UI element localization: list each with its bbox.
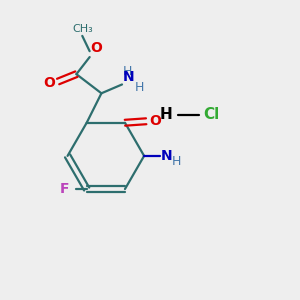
Text: Cl: Cl [203, 107, 219, 122]
Text: N: N [161, 149, 172, 163]
Text: H: H [134, 82, 144, 94]
Text: O: O [43, 76, 55, 90]
Text: CH₃: CH₃ [72, 23, 93, 34]
Text: F: F [59, 182, 69, 196]
Text: H: H [159, 107, 172, 122]
Text: N: N [123, 70, 134, 84]
Text: O: O [149, 114, 161, 128]
Text: O: O [90, 41, 102, 55]
Text: H: H [172, 155, 181, 168]
Text: H: H [123, 65, 132, 78]
